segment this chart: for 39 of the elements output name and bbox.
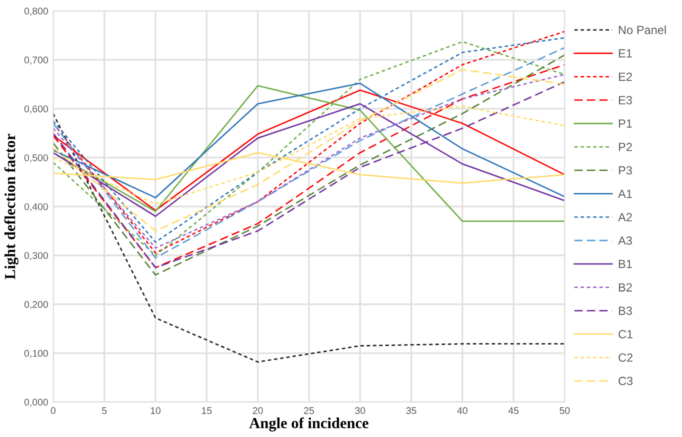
- x-tick-label: 0: [50, 407, 56, 414]
- legend-label: A3: [618, 236, 632, 245]
- legend-label: B3: [618, 306, 632, 315]
- legend-label: No Panel: [618, 25, 666, 34]
- y-tick-label: 0,000: [24, 398, 48, 407]
- legend-label: C2: [618, 353, 633, 362]
- x-tick-label: 10: [150, 407, 161, 414]
- y-tick-label: 0,500: [24, 154, 48, 162]
- x-tick-label: 5: [102, 407, 107, 414]
- legend-label: E1: [618, 49, 632, 58]
- legend-label: P2: [618, 142, 632, 152]
- y-tick-label: 0,200: [24, 300, 48, 310]
- legend-label: E3: [618, 96, 632, 104]
- legend-label: E2: [618, 72, 632, 81]
- legend-label: C1: [618, 330, 633, 338]
- legend-label: A2: [618, 212, 632, 222]
- x-axis-title: Angle of incidence: [249, 417, 368, 432]
- y-tick-label: 0,300: [24, 252, 48, 260]
- y-tick-label: 0,100: [24, 350, 48, 358]
- legend-label: B2: [618, 283, 632, 292]
- x-tick-label: 50: [560, 407, 570, 414]
- x-tick-label: 45: [508, 407, 519, 414]
- x-tick-label: 15: [202, 407, 212, 414]
- y-tick-label: 0,400: [24, 203, 48, 212]
- legend-label: A1: [618, 190, 632, 198]
- y-tick-label: 0,700: [24, 56, 48, 65]
- x-tick-label: 40: [457, 407, 468, 414]
- y-tick-label: 0,600: [24, 105, 48, 114]
- x-tick-label: 20: [252, 407, 263, 414]
- line-series: [53, 112, 565, 363]
- y-axis-title: Light deflection factor: [4, 134, 18, 280]
- legend-label: B1: [618, 260, 632, 268]
- x-tick-label: 25: [304, 407, 314, 414]
- x-tick-label: 30: [355, 407, 366, 414]
- x-tick-label: 35: [406, 407, 416, 414]
- y-tick-label: 0,800: [24, 8, 48, 16]
- legend-label: P1: [618, 120, 632, 128]
- legend-label: P3: [618, 166, 632, 175]
- legend-label: C3: [618, 376, 633, 386]
